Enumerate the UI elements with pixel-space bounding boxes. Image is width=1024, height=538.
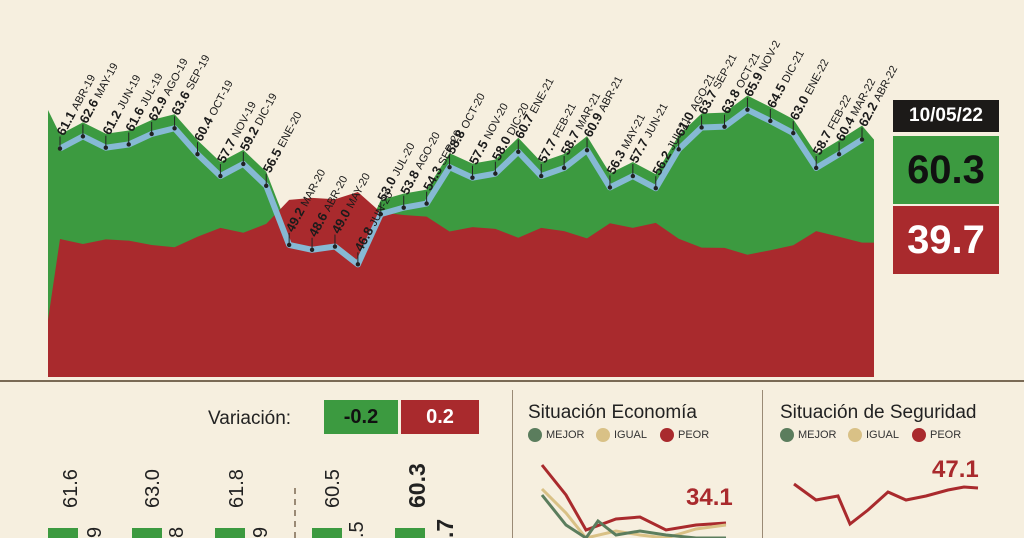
peor-dot-icon [660, 428, 674, 442]
data-point [699, 125, 704, 130]
bar-5-label: 60.3 [404, 463, 430, 508]
security-panel-title: Situación de Seguridad [780, 402, 977, 423]
economy-legend-igual: IGUAL [596, 428, 647, 442]
point-month: JUN-21 [642, 101, 670, 140]
legend-label: MEJOR [546, 429, 585, 441]
bar-3-partial: 9 [250, 526, 272, 538]
bar-2 [132, 528, 162, 538]
economy-legend-mejor: MEJOR [528, 428, 585, 442]
point-month: OCT-19 [207, 78, 236, 118]
point-month: SEP-19 [184, 53, 212, 92]
date-badge: 10/05/22 [893, 100, 999, 132]
peor-dot-icon [912, 428, 926, 442]
legend-label: PEOR [678, 429, 710, 441]
mejor-dot-icon [780, 428, 794, 442]
economy-value: 34.1 [686, 484, 733, 511]
security-value: 47.1 [932, 456, 979, 483]
point-month: ENE-21 [528, 76, 557, 116]
disapprove-badge: 39.7 [893, 206, 999, 274]
bar-4 [312, 528, 342, 538]
economy-peor-line [540, 464, 727, 532]
security-legend-igual: IGUAL [848, 428, 899, 442]
bar-5-partial: .7 [432, 518, 458, 538]
variacion-approve: -0.2 [324, 400, 398, 434]
bar-3-label: 61.8 [226, 469, 248, 508]
bar-3 [215, 528, 245, 538]
point-month: OCT-20 [459, 91, 488, 131]
security-mini-chart [793, 482, 979, 527]
mejor-dot-icon [528, 428, 542, 442]
bar-2-partial: 8 [166, 526, 188, 538]
variacion-disapprove: 0.2 [401, 400, 479, 434]
security-legend-peor: PEOR [912, 428, 961, 442]
legend-label: PEOR [930, 429, 962, 441]
legend-label: IGUAL [866, 429, 900, 441]
variacion-label: Variación: [208, 408, 292, 429]
section-divider [0, 380, 1024, 382]
legend-label: IGUAL [614, 429, 648, 441]
legend-label: MEJOR [798, 429, 837, 441]
igual-dot-icon [848, 428, 862, 442]
point-month: DIC-19 [253, 91, 280, 127]
panel-separator-1 [512, 390, 513, 538]
point-label: 60.4 OCT-19 [191, 77, 236, 144]
point-month: ENE-22 [803, 57, 832, 97]
data-point [768, 118, 773, 124]
bar-1-partial: 9 [84, 526, 106, 538]
economy-mejor-line [540, 494, 726, 538]
point-month: ENE-20 [276, 110, 305, 150]
approve-badge: 60.3 [893, 136, 999, 204]
data-point [722, 124, 727, 129]
point-month: DIC-21 [780, 48, 807, 84]
bar-5 [395, 528, 425, 538]
point-month: ABR-21 [597, 74, 626, 114]
panel-separator-2 [762, 390, 763, 538]
disapprove-area [48, 191, 874, 377]
bars-separator [294, 488, 296, 538]
security-peor-line [793, 482, 979, 527]
economy-panel-title: Situación Economía [528, 402, 697, 423]
igual-dot-icon [596, 428, 610, 442]
bar-4-partial: .5 [346, 521, 368, 538]
bar-2-label: 63.0 [142, 469, 164, 508]
bar-1-label: 61.6 [60, 469, 82, 508]
bar-4-label: 60.5 [322, 469, 344, 508]
approval-line [58, 106, 864, 268]
economy-mini-chart [540, 464, 727, 538]
bar-1 [48, 528, 78, 538]
security-legend-mejor: MEJOR [780, 428, 837, 442]
economy-legend-peor: PEOR [660, 428, 709, 442]
